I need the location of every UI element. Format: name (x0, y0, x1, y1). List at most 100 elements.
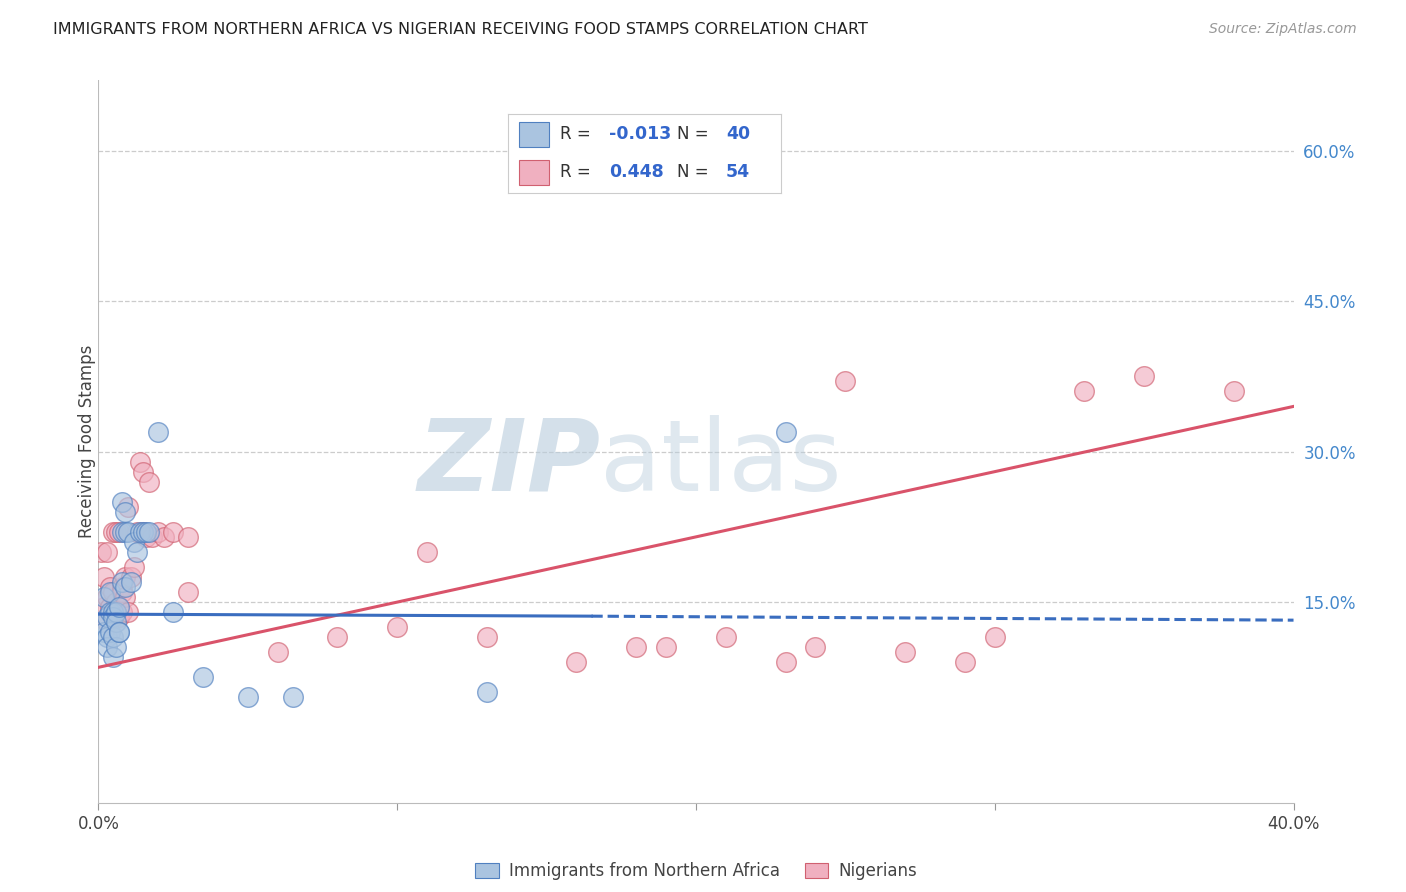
Text: R =: R = (560, 163, 596, 181)
Point (267, 645, 290, 659)
Point (894, 645, 917, 659)
Point (1073, 384, 1095, 399)
Text: -0.013: -0.013 (609, 126, 671, 144)
Point (98, 600, 122, 615)
Point (984, 630, 1007, 644)
Point (120, 575, 142, 590)
Point (98, 580, 122, 594)
Point (105, 595, 128, 609)
Text: 0.448: 0.448 (609, 163, 664, 181)
Point (135, 524, 157, 539)
Point (775, 655, 797, 669)
Point (96, 640, 118, 655)
Point (103, 630, 125, 644)
Point (114, 580, 136, 594)
Point (103, 524, 125, 539)
Point (105, 605, 128, 619)
Point (98, 585, 122, 599)
Point (108, 625, 131, 640)
Point (127, 524, 149, 539)
Point (804, 640, 827, 655)
Point (93, 600, 115, 615)
Point (177, 530, 200, 544)
Point (96, 545, 118, 559)
Point (124, 560, 146, 574)
Point (111, 605, 134, 619)
Point (108, 625, 131, 640)
Text: 54: 54 (725, 163, 751, 181)
Point (111, 580, 134, 594)
Point (655, 640, 678, 655)
Point (114, 524, 136, 539)
Text: Source: ZipAtlas.com: Source: ZipAtlas.com (1209, 22, 1357, 37)
Text: atlas: atlas (600, 415, 842, 512)
Point (148, 524, 170, 539)
Point (108, 600, 131, 615)
FancyBboxPatch shape (519, 122, 548, 147)
Point (129, 524, 152, 539)
Point (626, 640, 648, 655)
Point (98, 625, 122, 640)
Point (108, 524, 131, 539)
Point (124, 535, 146, 549)
Point (93, 625, 115, 640)
Point (129, 455, 152, 469)
Point (103, 650, 125, 665)
Point (714, 630, 737, 644)
Text: N =: N = (678, 163, 714, 181)
Point (98, 605, 122, 619)
Point (117, 524, 139, 539)
Point (775, 425, 797, 439)
Point (114, 590, 136, 604)
Point (93, 590, 115, 604)
Point (117, 500, 139, 514)
Point (90, 615, 112, 630)
Point (96, 590, 118, 604)
Point (236, 690, 259, 705)
Point (148, 425, 170, 439)
Point (132, 524, 155, 539)
Legend: Immigrants from Northern Africa, Nigerians: Immigrants from Northern Africa, Nigeria… (467, 854, 925, 888)
Point (117, 605, 139, 619)
Point (103, 605, 125, 619)
Point (111, 575, 134, 590)
Point (111, 585, 134, 599)
Point (177, 585, 200, 599)
Point (953, 655, 976, 669)
Point (105, 615, 128, 630)
Text: N =: N = (678, 126, 714, 144)
Point (132, 524, 155, 539)
Point (103, 610, 125, 624)
Point (114, 505, 136, 519)
Point (135, 530, 157, 544)
Point (111, 524, 134, 539)
Point (191, 670, 214, 684)
Text: ZIP: ZIP (418, 415, 600, 512)
Point (416, 545, 439, 559)
Point (93, 570, 115, 584)
Point (834, 375, 856, 389)
Text: IMMIGRANTS FROM NORTHERN AFRICA VS NIGERIAN RECEIVING FOOD STAMPS CORRELATION CH: IMMIGRANTS FROM NORTHERN AFRICA VS NIGER… (53, 22, 869, 37)
Point (385, 620, 409, 634)
Text: 40: 40 (725, 126, 751, 144)
Point (105, 640, 128, 655)
Point (281, 690, 304, 705)
Point (565, 655, 588, 669)
Point (141, 530, 163, 544)
Point (138, 524, 160, 539)
Point (162, 524, 184, 539)
Point (162, 605, 184, 619)
Point (127, 545, 149, 559)
Point (138, 475, 160, 489)
Point (475, 685, 498, 699)
Point (1223, 384, 1246, 399)
Point (114, 570, 136, 584)
Text: R =: R = (560, 126, 596, 144)
Point (111, 494, 134, 508)
Point (96, 610, 118, 624)
Point (96, 615, 118, 630)
Point (105, 524, 128, 539)
Point (103, 585, 125, 599)
Point (153, 530, 176, 544)
Point (326, 630, 349, 644)
